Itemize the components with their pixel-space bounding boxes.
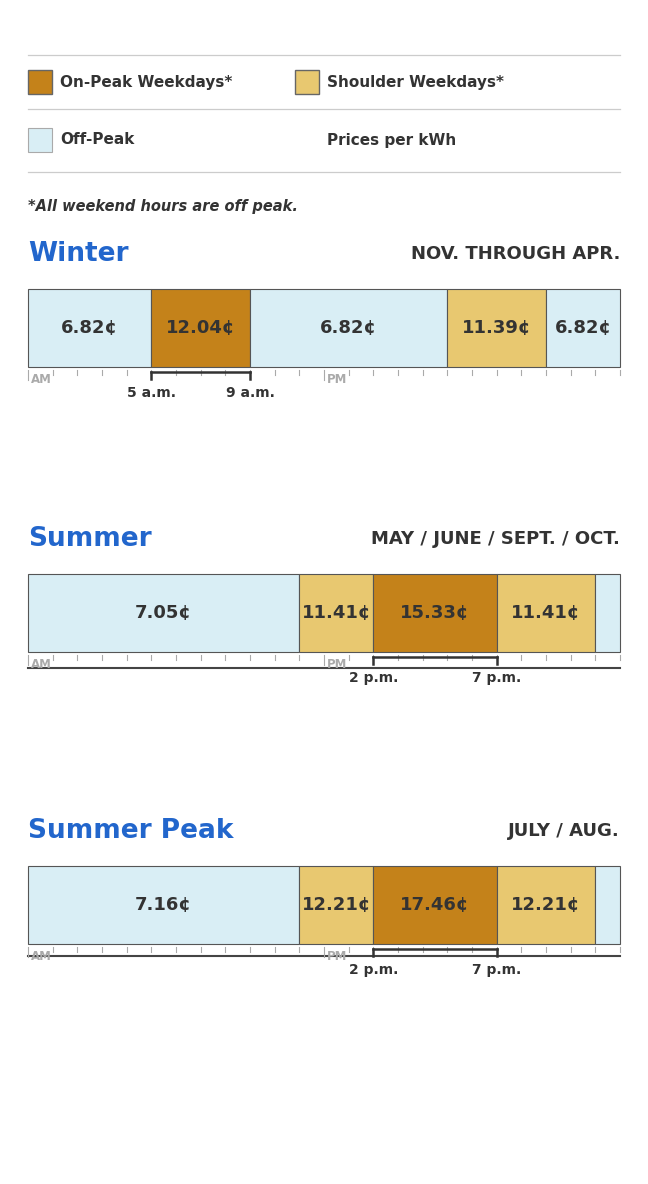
Bar xyxy=(447,289,546,367)
Text: 15.33¢: 15.33¢ xyxy=(400,604,470,622)
Text: Winter: Winter xyxy=(28,242,128,268)
Bar xyxy=(496,866,596,944)
Bar xyxy=(299,574,373,652)
Bar xyxy=(596,574,620,652)
Bar xyxy=(28,866,299,944)
Text: 11.41¢: 11.41¢ xyxy=(302,604,371,622)
Bar xyxy=(496,574,596,652)
Text: 6.82¢: 6.82¢ xyxy=(61,318,118,337)
Text: Prices per kWh: Prices per kWh xyxy=(327,133,456,148)
Bar xyxy=(596,866,620,944)
Bar xyxy=(28,574,299,652)
Text: Shoulder Weekdays*: Shoulder Weekdays* xyxy=(327,75,504,90)
Text: 12.04¢: 12.04¢ xyxy=(166,318,235,337)
Text: PM: PM xyxy=(327,950,347,963)
Bar xyxy=(299,866,373,944)
Text: AM: AM xyxy=(31,950,52,963)
Bar xyxy=(28,289,152,367)
Text: JULY / AUG.: JULY / AUG. xyxy=(508,822,620,839)
Text: 5 a.m.: 5 a.m. xyxy=(127,386,176,400)
Text: Summer: Summer xyxy=(28,526,152,552)
Text: AM: AM xyxy=(31,373,52,386)
Text: NOV. THROUGH APR.: NOV. THROUGH APR. xyxy=(411,245,620,263)
Text: Off-Peak: Off-Peak xyxy=(60,133,134,148)
Text: 7 p.m.: 7 p.m. xyxy=(472,963,521,977)
Text: 6.82¢: 6.82¢ xyxy=(320,318,377,337)
Text: 11.39¢: 11.39¢ xyxy=(462,318,531,337)
Text: 7.16¢: 7.16¢ xyxy=(135,896,192,914)
Text: MAY / JUNE / SEPT. / OCT.: MAY / JUNE / SEPT. / OCT. xyxy=(371,530,620,548)
Text: 12.21¢: 12.21¢ xyxy=(511,896,581,914)
Text: 2 p.m.: 2 p.m. xyxy=(349,671,398,686)
Text: 9 a.m.: 9 a.m. xyxy=(226,386,275,400)
Text: 2 p.m.: 2 p.m. xyxy=(349,963,398,977)
Bar xyxy=(546,289,620,367)
Text: AM: AM xyxy=(31,658,52,671)
Bar xyxy=(28,128,52,152)
Text: 7 p.m.: 7 p.m. xyxy=(472,671,521,686)
Text: 17.46¢: 17.46¢ xyxy=(400,896,470,914)
Bar xyxy=(28,70,52,94)
Bar xyxy=(250,289,447,367)
Bar xyxy=(373,574,496,652)
Text: 6.82¢: 6.82¢ xyxy=(555,318,612,337)
Text: 7.05¢: 7.05¢ xyxy=(135,604,192,622)
Text: *All weekend hours are off peak.: *All weekend hours are off peak. xyxy=(28,199,298,214)
Text: 11.41¢: 11.41¢ xyxy=(511,604,581,622)
Bar xyxy=(295,70,319,94)
Bar xyxy=(152,289,250,367)
Text: PM: PM xyxy=(327,373,347,386)
Text: 12.21¢: 12.21¢ xyxy=(302,896,371,914)
Text: On-Peak Weekdays*: On-Peak Weekdays* xyxy=(60,75,233,90)
Text: Summer Peak: Summer Peak xyxy=(28,818,233,844)
Text: PM: PM xyxy=(327,658,347,671)
Bar xyxy=(373,866,496,944)
